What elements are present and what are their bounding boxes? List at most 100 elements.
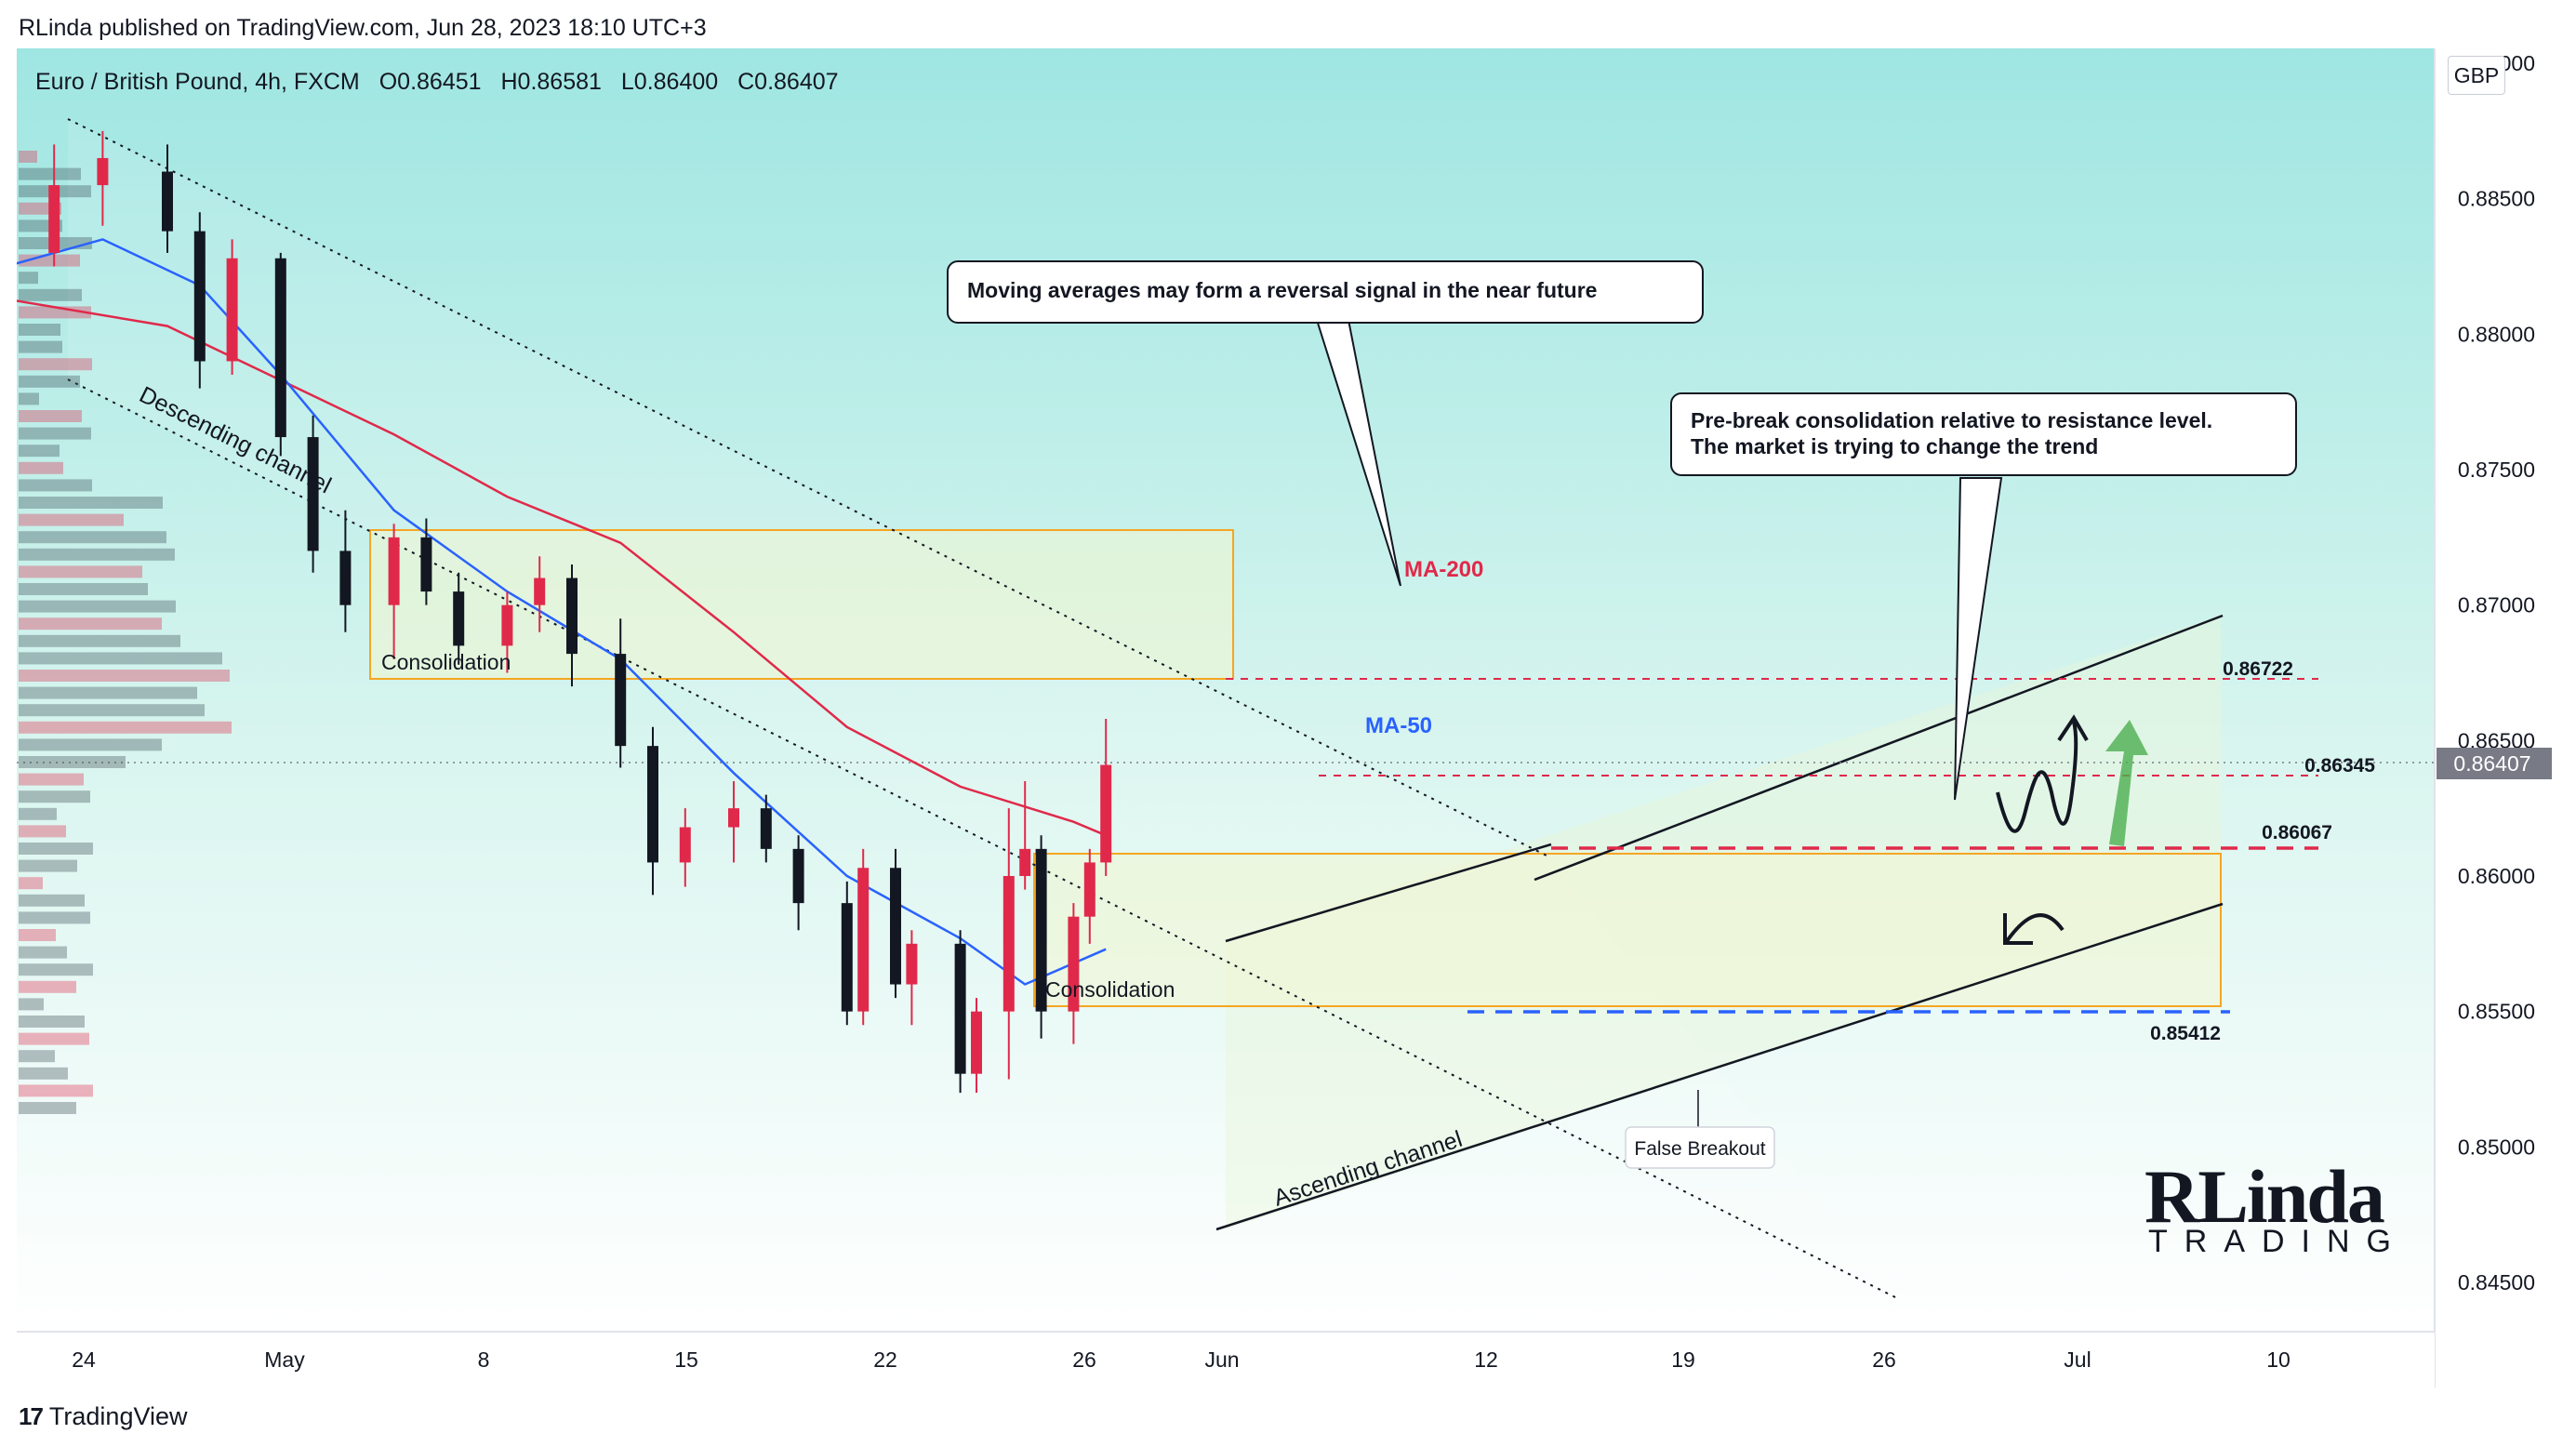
level-86345-label: 0.86345 xyxy=(2304,755,2375,777)
ma50-line xyxy=(17,238,1107,986)
volume-profile-bar xyxy=(19,410,82,422)
volume-profile-bar xyxy=(19,1084,93,1097)
volume-profile-bar xyxy=(19,445,60,458)
volume-profile-bar xyxy=(19,167,81,180)
ma50-label: MA-50 xyxy=(1365,713,1432,738)
consolidation-box-upper xyxy=(369,529,1234,680)
currency-button[interactable]: GBP xyxy=(2448,56,2505,95)
candle-body xyxy=(728,808,739,828)
ascending-channel-inner-line xyxy=(1225,843,1552,943)
callout-prebreak-line2: The market is trying to change the trend xyxy=(1691,434,2099,458)
candle-body xyxy=(857,868,870,1012)
volume-profile-bar xyxy=(19,807,57,820)
candle-body xyxy=(1068,916,1080,1012)
volume-profile-bar xyxy=(19,324,60,336)
ascending-channel-lower-line xyxy=(1215,902,2224,1231)
bounce-arrow xyxy=(2005,913,2065,943)
candle-body xyxy=(339,551,352,605)
candle-body xyxy=(1100,764,1112,863)
time-tick-label: 19 xyxy=(1671,1347,1695,1372)
volume-profile-bar xyxy=(19,686,197,699)
consolidation-box-lower xyxy=(1033,853,2222,1007)
volume-profile-bar xyxy=(19,531,166,544)
candle-body xyxy=(760,808,772,849)
volume-profile-bar xyxy=(19,358,92,371)
volume-profile-bar xyxy=(19,617,162,631)
candle-body xyxy=(162,171,173,232)
candle-body xyxy=(388,537,400,605)
legend-close: C0.86407 xyxy=(737,69,839,95)
volume-profile-bar xyxy=(19,461,63,474)
false-breakout-label: False Breakout xyxy=(1634,1138,1765,1160)
candle-body xyxy=(1003,876,1015,1012)
candle-body xyxy=(679,827,691,863)
price-tick-label: 0.84500 xyxy=(2458,1270,2535,1294)
candle-body xyxy=(534,577,546,605)
volume-profile-bar xyxy=(19,392,39,405)
time-tick-label: 12 xyxy=(1474,1347,1498,1372)
candle-body xyxy=(954,943,966,1074)
time-axis-background xyxy=(17,1333,2435,1387)
candle-body xyxy=(453,591,465,646)
volume-profile-bar xyxy=(19,600,176,613)
price-tick-label: 0.87000 xyxy=(2458,593,2535,617)
volume-profile-bar xyxy=(19,877,43,890)
candle-body xyxy=(226,258,238,362)
volume-profile-bar xyxy=(19,790,90,803)
volume-profile-bar xyxy=(19,1032,89,1045)
candle-body xyxy=(420,537,432,592)
volume-profile-bar xyxy=(19,340,62,353)
volume-profile-bar xyxy=(19,513,124,526)
volume-profile-bar xyxy=(19,634,180,647)
candle-body xyxy=(906,943,918,985)
symbol-name: Euro / British Pound, 4h, FXCM xyxy=(35,69,360,95)
publisher-caption: RLinda published on TradingView.com, Jun… xyxy=(19,15,707,41)
candle-body xyxy=(307,437,319,551)
volume-profile-bar xyxy=(19,980,76,993)
rlinda-logo-top: RLinda xyxy=(2144,1154,2385,1239)
volume-profile-bar xyxy=(19,565,142,578)
candle-body xyxy=(1083,862,1095,917)
legend-high: H0.86581 xyxy=(500,69,602,95)
price-axis-background xyxy=(2435,48,2552,1387)
volume-profile-bar xyxy=(19,843,93,855)
volume-profile xyxy=(19,151,232,1114)
volume-profile-bar xyxy=(19,946,67,959)
volume-profile-bar xyxy=(19,1102,76,1114)
time-tick-label: 26 xyxy=(1872,1347,1896,1372)
level-86067-label: 0.86067 xyxy=(2262,822,2332,843)
current-price-tag xyxy=(2437,748,2552,779)
time-tick-label: 24 xyxy=(72,1347,96,1372)
volume-profile-bar xyxy=(19,272,38,285)
candle-body xyxy=(501,604,513,646)
descending-channel-lower-line xyxy=(67,378,1900,1300)
volume-profile-bar xyxy=(19,497,163,509)
price-tick-label: 0.87500 xyxy=(2458,458,2535,482)
time-tick-label: Jul xyxy=(2064,1347,2091,1372)
candle-body xyxy=(1035,848,1047,1012)
tradingview-brand[interactable]: 17 TradingView xyxy=(19,1402,188,1431)
volume-profile-bar xyxy=(19,998,44,1011)
volume-profile-bar xyxy=(19,773,84,786)
price-tick-label: 0.86000 xyxy=(2458,864,2535,888)
volume-profile-bar xyxy=(19,929,56,941)
volume-profile-bar xyxy=(19,894,85,907)
candle-body xyxy=(647,746,658,863)
price-tick-label: 0.85000 xyxy=(2458,1135,2535,1159)
time-tick-label: Jun xyxy=(1204,1347,1239,1372)
level-86722-label: 0.86722 xyxy=(2223,658,2293,680)
volume-profile-bar xyxy=(19,911,90,924)
candle-body xyxy=(193,231,206,362)
symbol-legend: Euro / British Pound, 4h, FXCM O0.86451 … xyxy=(35,69,852,96)
tradingview-brand-text: TradingView xyxy=(48,1402,188,1430)
time-tick-label: 15 xyxy=(674,1347,698,1372)
callout-ma: Moving averages may form a reversal sign… xyxy=(947,260,1704,324)
volume-profile-bar xyxy=(19,963,93,976)
candle-body xyxy=(615,654,627,747)
volume-profile-bar xyxy=(19,583,148,595)
volume-profile-bar xyxy=(19,1067,68,1080)
callout-prebreak: Pre-break consolidation relative to resi… xyxy=(1670,392,2297,476)
green-up-arrow xyxy=(2105,720,2148,846)
price-tick-label: 0.88500 xyxy=(2458,187,2535,211)
volume-profile-bar xyxy=(19,738,162,751)
